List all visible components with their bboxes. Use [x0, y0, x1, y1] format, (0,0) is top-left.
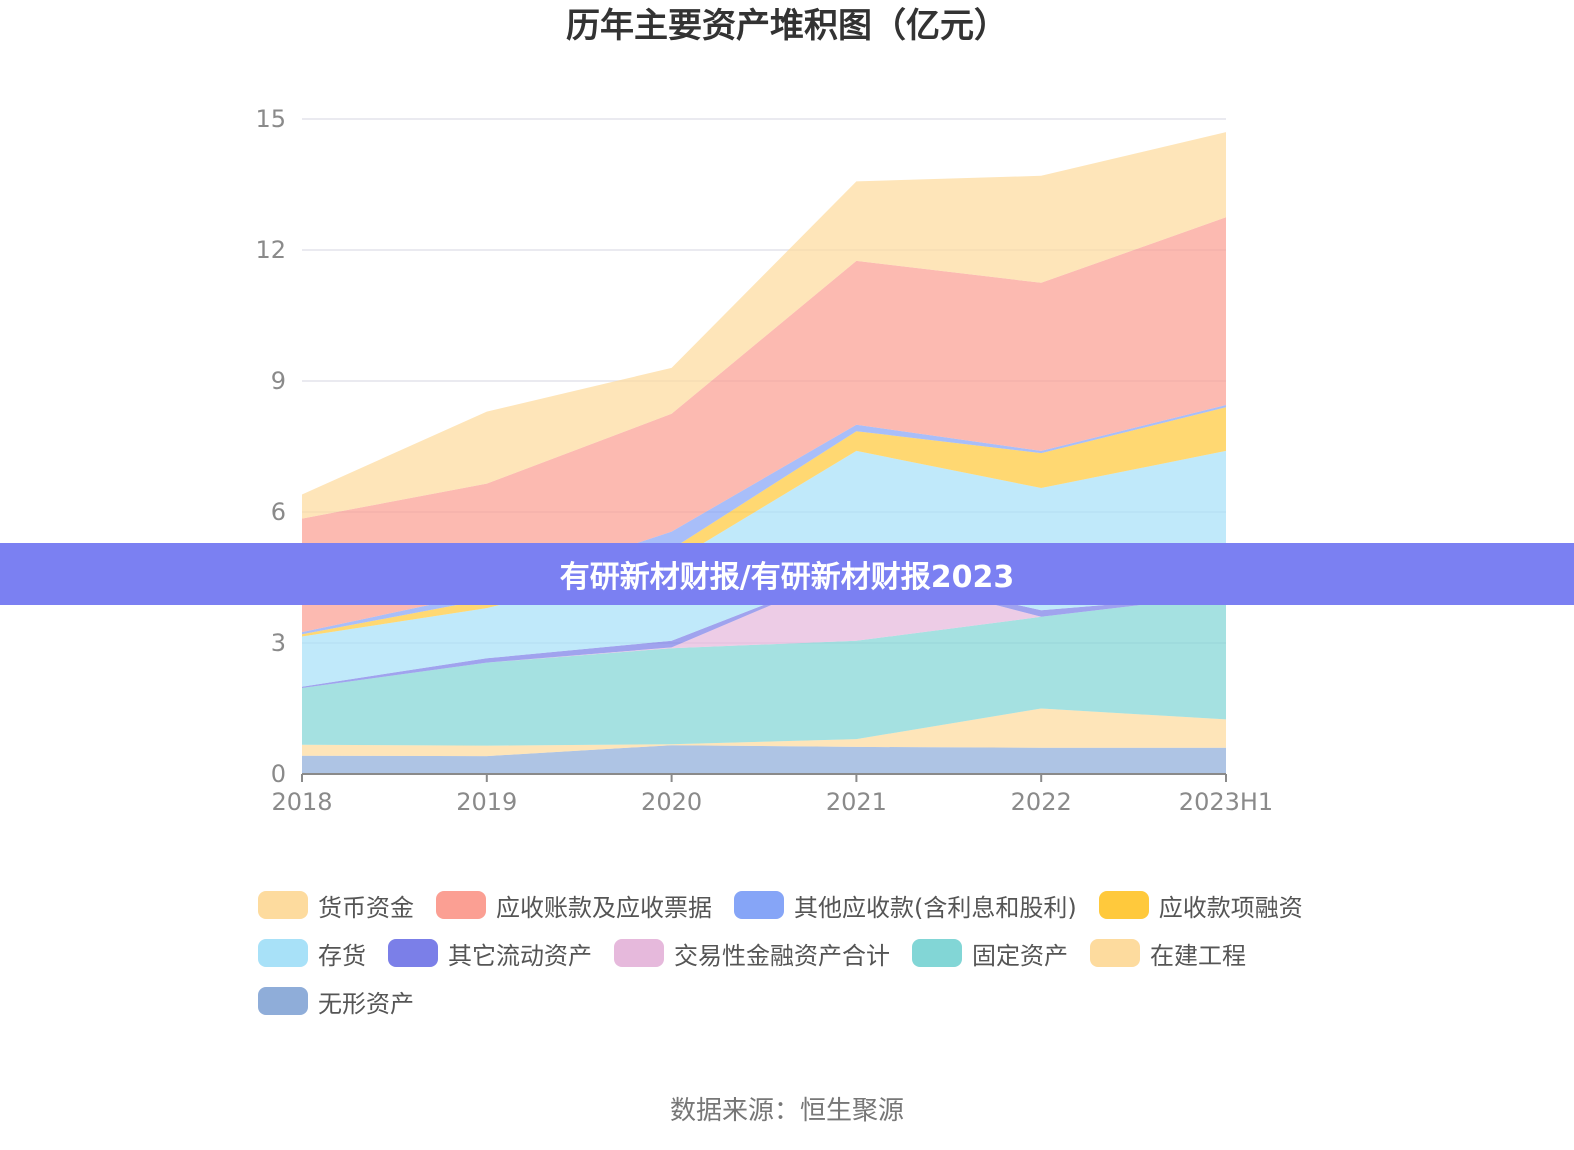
x-tick-label: 2019 — [456, 788, 517, 816]
y-tick-label: 0 — [271, 760, 286, 788]
legend-label: 货币资金 — [318, 893, 414, 922]
legend-swatch — [258, 891, 308, 919]
legend-swatch — [1098, 891, 1149, 919]
chart-title: 历年主要资产堆积图（亿元） — [566, 6, 1008, 46]
legend-item[interactable]: 交易性金融资产合计 — [614, 936, 890, 970]
y-tick-label: 12 — [255, 236, 286, 264]
legend-item[interactable]: 存货 — [258, 936, 366, 970]
y-tick-label: 6 — [271, 498, 286, 526]
legend-item[interactable]: 货币资金 — [258, 888, 414, 922]
legend-swatch — [912, 939, 962, 967]
legend-item[interactable]: 在建工程 — [1090, 936, 1246, 970]
legend-item[interactable]: 应收款项融资 — [1098, 888, 1303, 922]
x-tick-label: 2020 — [641, 788, 702, 816]
y-tick-label: 9 — [271, 367, 286, 395]
legend-label: 应收款项融资 — [1158, 893, 1303, 922]
area-series-6[interactable] — [302, 407, 1226, 637]
legend-label: 在建工程 — [1150, 941, 1246, 970]
area-series-8[interactable] — [302, 217, 1226, 633]
area-series-4[interactable] — [302, 568, 1226, 688]
y-tick-label: 3 — [271, 629, 286, 657]
legend-item[interactable]: 无形资产 — [258, 984, 414, 1018]
area-series-0[interactable] — [302, 745, 1226, 774]
legend-label: 存货 — [318, 941, 366, 970]
x-tick-label: 2021 — [826, 788, 887, 816]
area-series — [302, 132, 1226, 774]
legend-swatch — [1090, 939, 1140, 967]
legend-label: 无形资产 — [318, 989, 414, 1018]
legend-item[interactable]: 其它流动资产 — [388, 936, 592, 970]
area-series-1[interactable] — [302, 708, 1226, 757]
x-tick-label: 2018 — [271, 788, 332, 816]
legend-label: 其它流动资产 — [448, 941, 592, 970]
x-tick-label: 2022 — [1011, 788, 1072, 816]
legend-label: 其他应收款(含利息和股利) — [794, 893, 1077, 922]
axes: 0 3 6 9 12 15 2018 2019 2020 2021 2022 2023H1 — [255, 105, 1273, 816]
x-tick-label: 2023H1 — [1179, 788, 1273, 816]
legend-label: 固定资产 — [972, 941, 1068, 970]
area-series-9[interactable] — [302, 132, 1226, 519]
legend-label: 交易性金融资产合计 — [674, 941, 890, 970]
legend-item[interactable]: 固定资产 — [912, 936, 1068, 970]
legend-swatch — [734, 891, 784, 919]
area-series-2[interactable] — [302, 595, 1226, 746]
legend-swatch — [258, 987, 308, 1015]
data-source: 数据来源：恒生聚源 — [669, 1096, 904, 1126]
legend-swatch — [436, 891, 486, 919]
watermark-banner: 有研新材财报/有研新材财报2023 — [0, 543, 1574, 605]
area-series-3[interactable] — [302, 568, 1226, 688]
legend-item[interactable]: 其他应收款(含利息和股利) — [734, 888, 1077, 922]
y-tick-label: 15 — [255, 105, 286, 133]
legend-swatch — [388, 939, 438, 967]
legend-label: 应收账款及应收票据 — [496, 893, 712, 922]
banner-text: 有研新材财报/有研新材财报2023 — [559, 560, 1015, 595]
legend-item[interactable]: 应收账款及应收票据 — [436, 888, 712, 922]
legend-swatch — [614, 939, 664, 967]
legend-swatch — [258, 939, 308, 967]
legend: 货币资金 应收账款及应收票据 其他应收款(含利息和股利) 应收款项融资存货 其它流动资产… — [258, 888, 1318, 1018]
